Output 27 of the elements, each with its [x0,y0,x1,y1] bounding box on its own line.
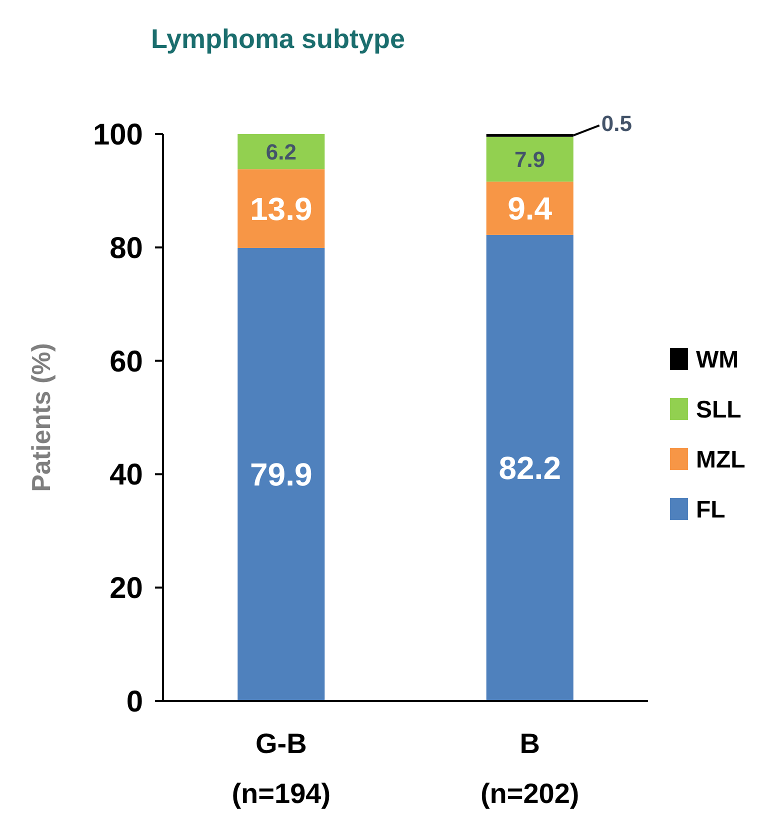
bar [486,182,574,235]
legend-label: FL [696,496,726,524]
y-tick-label: 80 [110,232,143,265]
y-tick-label: 60 [110,345,143,378]
x-tick-label: B (n=202) [480,728,580,809]
chart-title: Lymphoma subtype [150,24,406,54]
y-tick-label: 0 [126,686,143,718]
data-label: 0.5 [601,111,632,136]
bar [486,136,574,182]
y-tick-label: 20 [110,572,143,606]
data-label: 6.2 [266,139,296,164]
y-axis-title: Patients (%) [26,343,56,492]
bar [486,234,574,701]
y-tick-label: 40 [110,458,143,492]
bar [238,248,325,701]
legend-label: SLL [696,396,742,424]
data-label: 13.9 [250,190,312,227]
x-tick-label: G-B (n=194) [232,728,331,809]
y-tick-label: 100 [92,118,143,152]
legend-label: MZL [696,446,746,474]
bar [238,169,325,248]
data-label: 82.2 [498,450,561,486]
data-label: 7.9 [514,146,546,172]
legend-label: WM [696,346,739,374]
bar [238,134,325,170]
data-label: 9.4 [508,190,552,226]
data-label: 79.9 [250,456,312,493]
